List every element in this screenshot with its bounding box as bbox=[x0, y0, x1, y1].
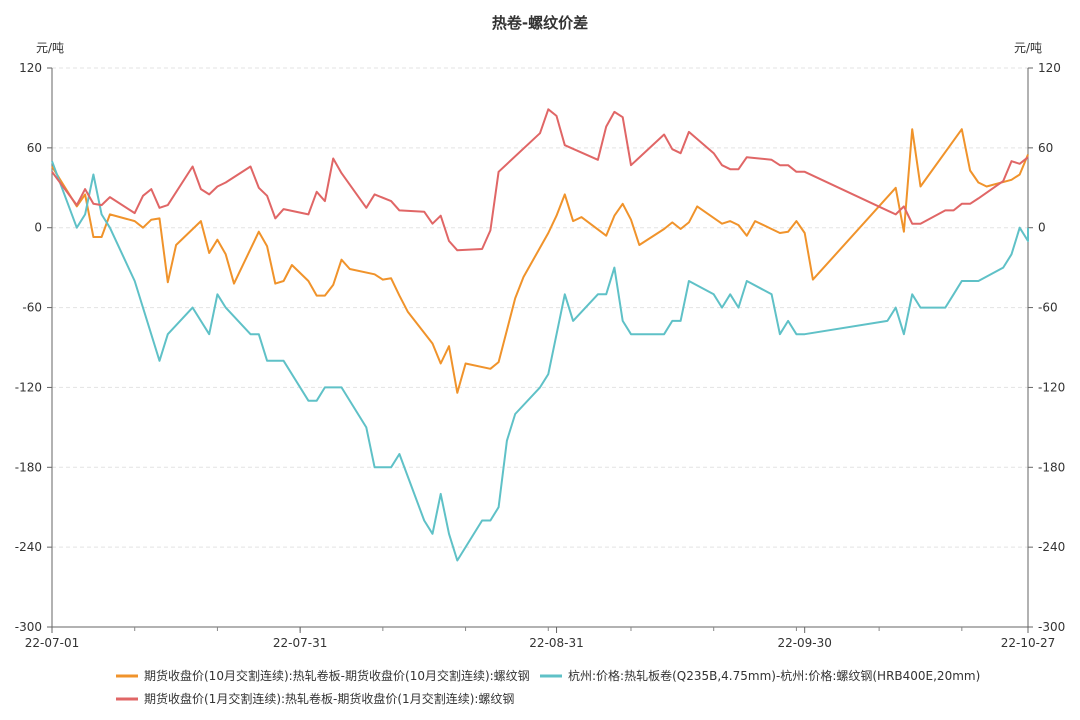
y-axis-unit-left: 元/吨 bbox=[36, 41, 64, 55]
y-tick-label-left: 60 bbox=[27, 141, 42, 155]
y-tick-label-left: -60 bbox=[22, 301, 42, 315]
series-line-3 bbox=[51, 108, 1029, 252]
gridlines bbox=[52, 67, 1028, 548]
y-tick-label-left: -120 bbox=[15, 380, 42, 394]
x-tick-label: 22-10-27 bbox=[1001, 636, 1055, 650]
y-axis-unit-right: 元/吨 bbox=[1014, 41, 1042, 55]
legend-item-2[interactable]: 杭州:价格:热轧板卷(Q235B,4.75mm)-杭州:价格:螺纹钢(HRB40… bbox=[540, 668, 980, 683]
series-line-1 bbox=[51, 128, 1029, 394]
y-tick-label-right: 60 bbox=[1038, 141, 1053, 155]
legend-label: 杭州:价格:热轧板卷(Q235B,4.75mm)-杭州:价格:螺纹钢(HRB40… bbox=[568, 668, 980, 683]
y-tick-label-right: -240 bbox=[1038, 540, 1065, 554]
axes: 120 120 60 60 0 0 -60 -60 -120 -120 -180 -180 -240 -2… bbox=[15, 61, 1065, 650]
y-tick-label-right: -120 bbox=[1038, 380, 1065, 394]
legend-item-3[interactable]: 期货收盘价(1月交割连续):热轧卷板-期货收盘价(1月交割连续):螺纹钢 bbox=[116, 691, 514, 706]
series-lines bbox=[51, 108, 1029, 562]
legend[interactable]: 期货收盘价(10月交割连续):热轧卷板-期货收盘价(10月交割连续):螺纹钢 杭州… bbox=[116, 668, 980, 706]
series-line-2 bbox=[51, 160, 1029, 562]
y-tick-label-left: 0 bbox=[34, 221, 42, 235]
y-tick-label-right: -300 bbox=[1038, 620, 1065, 634]
legend-item-1[interactable]: 期货收盘价(10月交割连续):热轧卷板-期货收盘价(10月交割连续):螺纹钢 bbox=[116, 668, 530, 683]
y-tick-label-right: 120 bbox=[1038, 61, 1061, 75]
x-tick-label: 22-07-31 bbox=[273, 636, 327, 650]
y-tick-label-left: -300 bbox=[15, 620, 42, 634]
legend-label: 期货收盘价(10月交割连续):热轧卷板-期货收盘价(10月交割连续):螺纹钢 bbox=[144, 668, 530, 683]
x-tick-label: 22-09-30 bbox=[777, 636, 831, 650]
y-tick-label-left: -180 bbox=[15, 460, 42, 474]
chart-title: 热卷-螺纹价差 bbox=[492, 14, 588, 32]
x-tick-label: 22-07-01 bbox=[25, 636, 79, 650]
legend-label: 期货收盘价(1月交割连续):热轧卷板-期货收盘价(1月交割连续):螺纹钢 bbox=[144, 691, 514, 706]
y-tick-label-left: -240 bbox=[15, 540, 42, 554]
y-tick-label-right: -180 bbox=[1038, 460, 1065, 474]
x-tick-label: 22-08-31 bbox=[529, 636, 583, 650]
y-tick-label-right: -60 bbox=[1038, 301, 1058, 315]
y-tick-label-left: 120 bbox=[19, 61, 42, 75]
y-tick-label-right: 0 bbox=[1038, 221, 1046, 235]
